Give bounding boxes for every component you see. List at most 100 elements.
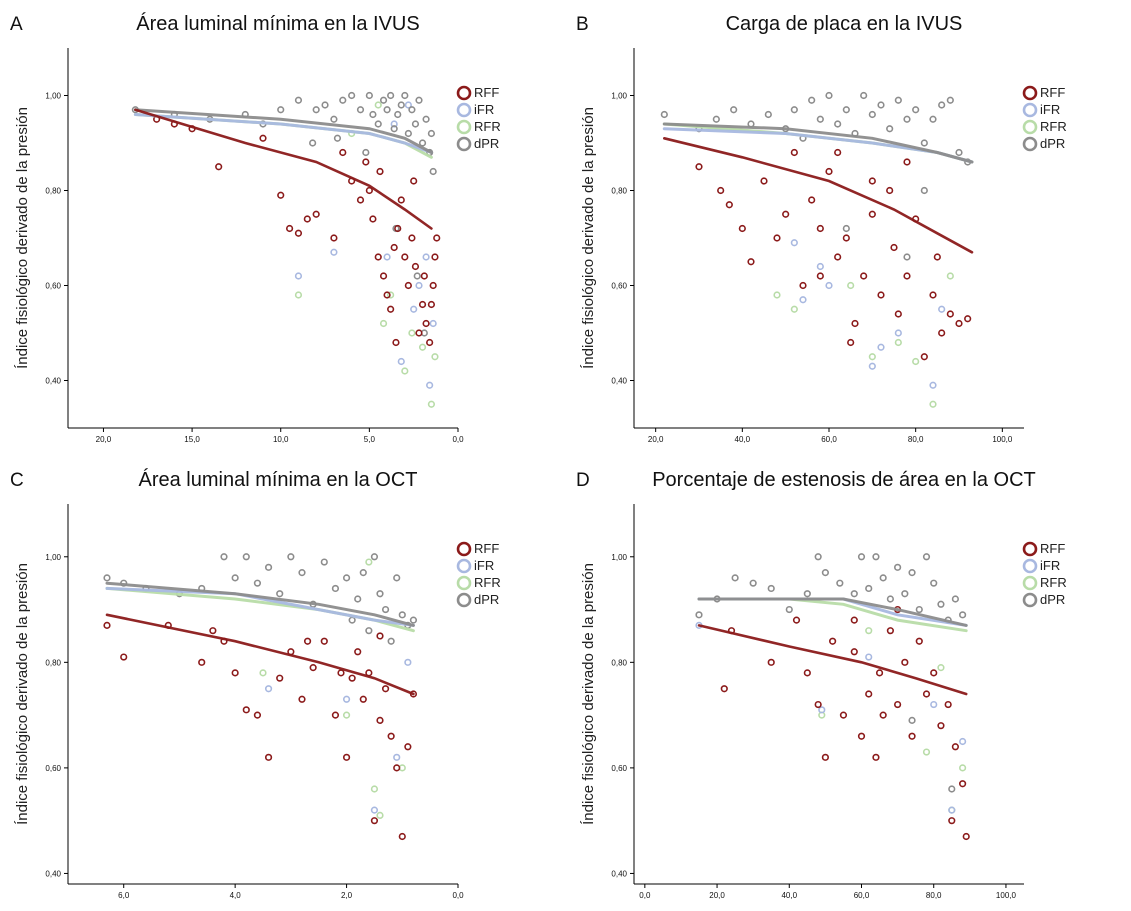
data-point-dpr [877,101,885,109]
data-point-rff [803,669,811,677]
chart-svg: B Carga de placa en la IVUS Índice fisioló… [576,13,1067,444]
data-point-rff [374,253,382,261]
data-point-rff [426,338,434,347]
data-point-rfr [894,338,902,347]
y-tick-label: 0,40 [45,377,61,386]
chart-title: Área luminal mínima en la OCT [139,468,418,491]
data-point-rff [908,732,916,740]
data-point-rff [760,177,768,185]
data-point-rff [370,817,379,825]
data-point-rff [814,700,822,709]
data-point-dpr [937,600,945,608]
data-point-rff [420,272,428,280]
x-tick-label: 60,0 [854,891,870,900]
data-point-ifr [404,658,412,666]
data-point-dpr [834,120,842,128]
data-point-rff [821,753,829,761]
data-point-rff [720,685,728,693]
data-point-rff [877,291,885,299]
data-point-ifr [342,695,351,703]
data-point-ifr [816,262,824,271]
data-point-dpr [894,96,902,104]
data-point-dpr [362,148,370,157]
x-tick-label: 4,0 [230,891,242,900]
data-point-rff [231,669,239,677]
y-tick-label: 0,60 [611,282,627,291]
data-point-dpr [365,91,373,100]
data-point-dpr [103,574,111,582]
chart-svg: A Área luminal mínima en la IVUS Índice fi… [10,12,501,444]
legend-marker-rff [456,85,472,101]
data-point-rff [362,158,370,166]
data-point-dpr [394,110,402,119]
data-point-rff [381,685,390,693]
data-point-dpr [276,590,284,598]
data-point-dpr [886,595,894,603]
data-point-rff [285,224,294,233]
data-point-dpr [398,611,406,619]
data-point-rff [915,637,923,645]
legend-label-rff: RFF [474,85,499,100]
data-point-dpr [816,115,824,123]
data-point-dpr [879,574,887,582]
panel-label: B [576,14,589,35]
data-point-dpr [825,91,833,100]
data-point-dpr [294,96,303,104]
data-point-rff [782,210,790,218]
legend-marker-ifr [1022,102,1038,118]
data-point-dpr [387,91,395,100]
data-point-rff [365,186,373,195]
data-point-rff [242,706,250,714]
data-point-rff [799,281,807,290]
data-point-dpr [220,553,228,561]
data-point-dpr [731,574,739,582]
x-tick-label: 40,0 [781,891,797,900]
data-point-dpr [253,579,262,587]
data-point-dpr [915,605,923,614]
data-point-rff [276,674,284,682]
data-point-rff [868,177,876,185]
data-point-rff [839,711,848,719]
data-point-rfr [929,400,937,408]
data-point-rfr [790,305,798,313]
data-point-dpr [868,110,876,119]
data-point-dpr [901,590,909,598]
data-point-dpr [938,101,946,109]
data-point-rff [790,148,798,157]
x-tick-label: 100,0 [996,891,1017,900]
data-point-rfr [937,664,945,672]
x-tick-label: 100,0 [992,435,1013,444]
data-point-rff [103,621,111,629]
data-point-dpr [401,91,409,100]
data-point-dpr [929,115,937,123]
data-point-dpr [348,91,356,100]
data-point-rff [387,305,395,313]
data-point-dpr [320,558,328,566]
data-point-rfr [431,353,439,361]
y-axis-label: Índice fisiológico derivado de la presió… [580,563,597,825]
data-point-rfr [427,400,436,408]
chart-panel-c: C Área luminal mínima en la OCT Índice fis… [0,456,565,911]
data-point-rff [773,234,781,242]
data-point-rfr [398,764,406,772]
data-point-dpr [309,139,317,147]
data-point-dpr [277,106,285,114]
data-point-rff [342,753,351,761]
data-point-dpr [872,553,880,561]
data-point-rfr [408,329,416,337]
data-point-ifr [404,101,412,109]
data-point-dpr [422,115,430,123]
legend-label-rff: RFF [474,541,499,556]
data-point-rff [959,780,967,788]
data-point-rff [850,616,858,624]
fit-line-rff [697,624,968,696]
data-point-rfr [401,367,409,375]
data-point-ifr [929,381,937,389]
legend-marker-dpr [1022,136,1038,152]
data-point-rff [903,158,911,166]
data-point-rfr [418,343,427,351]
legend-label-rfr: RFR [474,119,501,134]
data-point-dpr [374,120,382,128]
data-point-dpr [387,637,395,645]
data-point-rff [944,700,952,709]
